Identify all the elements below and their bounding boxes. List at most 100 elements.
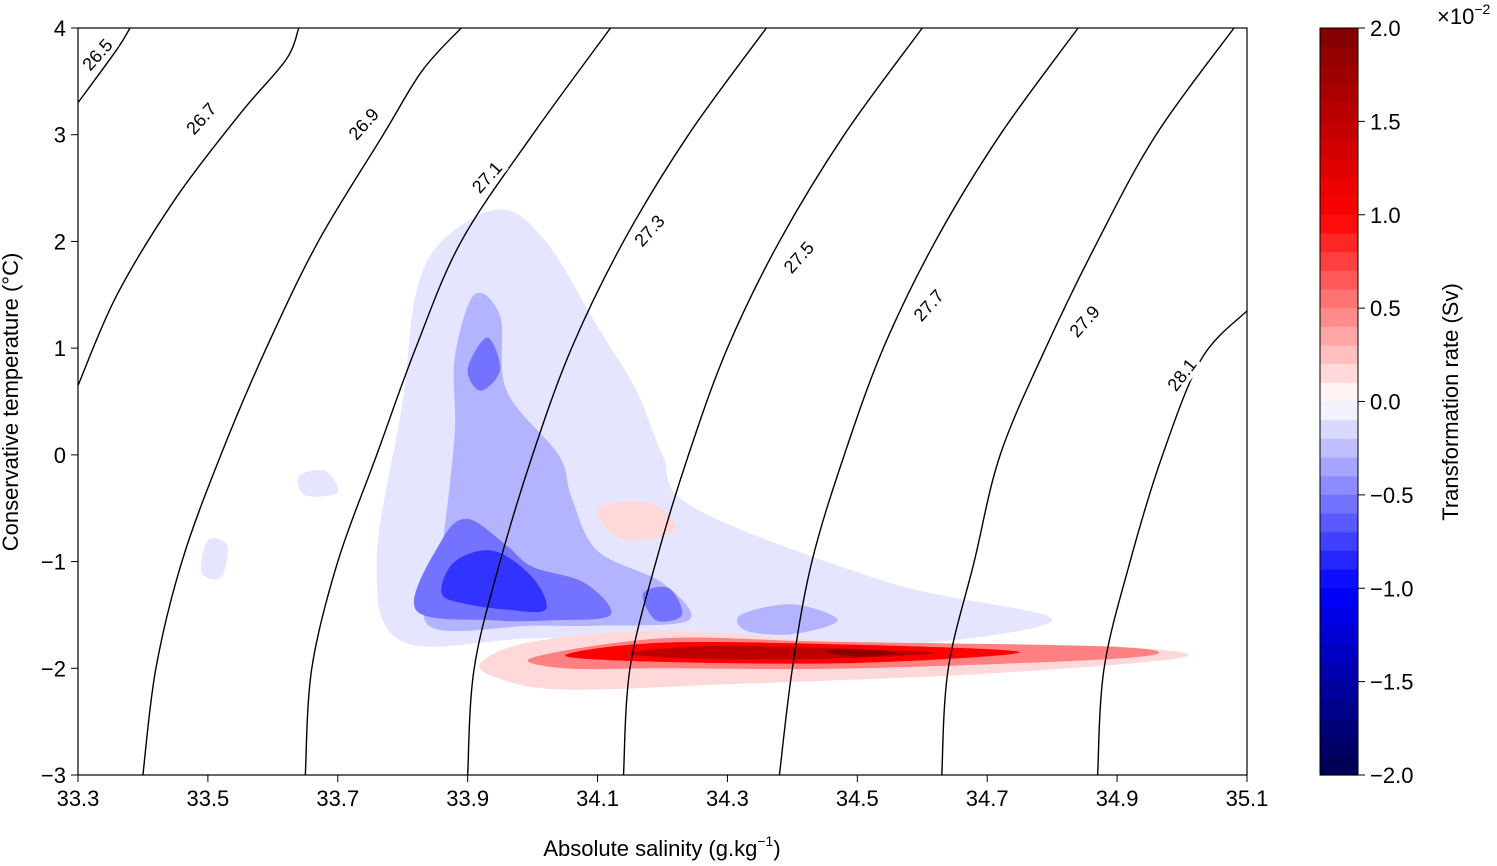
colorbar-step-11	[1320, 233, 1358, 253]
colorbar-step-6	[1320, 140, 1358, 160]
plot-frame	[77, 27, 1248, 776]
colorbar-tick-label-1: 1.5	[1370, 109, 1401, 134]
colorbar-step-10	[1320, 214, 1358, 235]
x-tick-label-0: 33.3	[57, 786, 100, 811]
colorbar: 2.0 1.5 1.0 0.5 0.0 −0.5 −1.0 −1.5 −2.0	[1319, 16, 1413, 788]
isopycnal-26.7	[78, 28, 300, 386]
colorbar-step-25	[1320, 494, 1358, 515]
colorbar-step-28	[1320, 550, 1358, 571]
colorbar-step-39	[1320, 756, 1358, 776]
colorbar-tick-label-0: 2.0	[1370, 16, 1401, 41]
x-tick-label-7: 34.7	[966, 786, 1009, 811]
isopycnal-28.1	[1096, 310, 1247, 775]
colorbar-step-7	[1320, 158, 1358, 178]
colorbar-step-29	[1320, 569, 1358, 589]
colorbar-step-26	[1320, 513, 1358, 533]
x-axis-ticks: 33.3 33.5 33.7 33.9 34.1 34.3 34.5 34.7 34.9 35.1	[57, 775, 1269, 811]
field-region-7	[642, 586, 683, 622]
y-tick-label-3: 0	[54, 443, 66, 468]
colorbar-step-31	[1320, 606, 1358, 627]
colorbar-tick-label-8: −2.0	[1370, 763, 1413, 788]
y-tick-label-7: 4	[54, 16, 66, 41]
x-tick-label-8: 34.9	[1096, 786, 1139, 811]
colorbar-step-3	[1320, 84, 1358, 104]
colorbar-tick-label-2: 1.0	[1370, 203, 1401, 228]
colorbar-step-24	[1320, 476, 1358, 496]
isopycnal-label-bg-8	[1159, 350, 1203, 398]
field-region-4	[736, 604, 838, 635]
colorbar-label: Transformation rate (Sv)	[1438, 283, 1463, 521]
isopycnal-label-bg-5	[775, 233, 821, 280]
colorbar-step-2	[1320, 65, 1358, 85]
x-tick-label-2: 33.7	[316, 786, 359, 811]
colorbar-step-34	[1320, 662, 1358, 683]
colorbar-step-20	[1320, 401, 1358, 421]
x-axis-label: Absolute salinity (g.kg−1)	[543, 833, 780, 861]
colorbar-tick-label-7: −1.5	[1370, 670, 1413, 695]
colorbar-step-23	[1320, 457, 1358, 477]
isopycnal-label-bg-3	[464, 153, 509, 200]
isopycnal-27.7	[778, 28, 1079, 775]
isopycnal-27.5	[622, 28, 923, 775]
colorbar-step-30	[1320, 588, 1358, 608]
colorbar-step-13	[1320, 270, 1358, 291]
x-axis-label-main: Absolute salinity (g.kg	[543, 836, 757, 861]
isopycnal-label-bg-0	[74, 31, 119, 77]
colorbar-step-12	[1320, 252, 1358, 272]
colorbar-step-1	[1320, 46, 1358, 66]
x-axis-label-close: )	[773, 836, 780, 861]
colorbar-step-0	[1320, 28, 1358, 48]
colorbar-step-4	[1320, 102, 1358, 122]
isopycnal-contours	[78, 28, 1247, 775]
x-tick-label-9: 35.1	[1226, 786, 1269, 811]
field-region-6	[467, 337, 501, 391]
isopycnal-27.3	[467, 28, 767, 775]
colorbar-tick-label-4: 0.0	[1370, 390, 1401, 415]
colorbar-tick-label-3: 0.5	[1370, 296, 1401, 321]
colorbar-step-5	[1320, 121, 1358, 141]
colorbar-step-36	[1320, 700, 1358, 720]
isopycnal-label-bg-4	[626, 207, 671, 254]
colorbar-step-38	[1320, 737, 1358, 757]
isopycnal-27.9	[941, 28, 1235, 775]
y-tick-label-1: −2	[41, 656, 66, 681]
x-tick-label-3: 33.9	[446, 786, 489, 811]
colorbar-multiplier: ×10−2	[1437, 1, 1491, 29]
colorbar-step-16	[1320, 326, 1358, 347]
colorbar-step-18	[1320, 364, 1358, 384]
y-tick-label-2: −1	[41, 550, 66, 575]
isopycnal-label-bg-7	[1061, 297, 1107, 344]
colorbar-multiplier-base: ×10	[1437, 4, 1474, 29]
colorbar-step-8	[1320, 177, 1358, 197]
colorbar-step-22	[1320, 438, 1358, 459]
colorbar-multiplier-exp: −2	[1474, 1, 1490, 17]
y-tick-label-4: 1	[54, 336, 66, 361]
colorbar-tick-label-5: −0.5	[1370, 483, 1413, 508]
colorbar-step-9	[1320, 196, 1358, 216]
colorbar-step-17	[1320, 345, 1358, 365]
field-region-2	[297, 470, 339, 497]
colorbar-step-37	[1320, 718, 1358, 739]
colorbar-step-15	[1320, 308, 1358, 328]
x-axis-label-sup: −1	[757, 833, 773, 849]
colorbar-step-21	[1320, 420, 1358, 440]
y-tick-label-0: −3	[41, 763, 66, 788]
colorbar-step-33	[1320, 644, 1358, 664]
x-tick-label-6: 34.5	[836, 786, 879, 811]
colorbar-step-35	[1320, 681, 1358, 701]
colorbar-tick-label-6: −1.0	[1370, 576, 1413, 601]
isopycnal-label-bg-6	[905, 281, 951, 328]
y-axis-label: Conservative temperature (°C)	[0, 253, 23, 552]
isopycnal-label-bg-1	[178, 95, 223, 142]
field-region-14	[824, 649, 897, 657]
isopycnal-26.9	[142, 28, 462, 775]
x-tick-label-5: 34.3	[706, 786, 749, 811]
field-region-1	[200, 538, 228, 580]
x-tick-label-1: 33.5	[186, 786, 229, 811]
isopycnal-label-bg-2	[340, 100, 386, 147]
colorbar-step-19	[1320, 382, 1358, 403]
colorbar-step-14	[1320, 289, 1358, 309]
y-tick-label-5: 2	[54, 229, 66, 254]
colorbar-step-32	[1320, 625, 1358, 645]
